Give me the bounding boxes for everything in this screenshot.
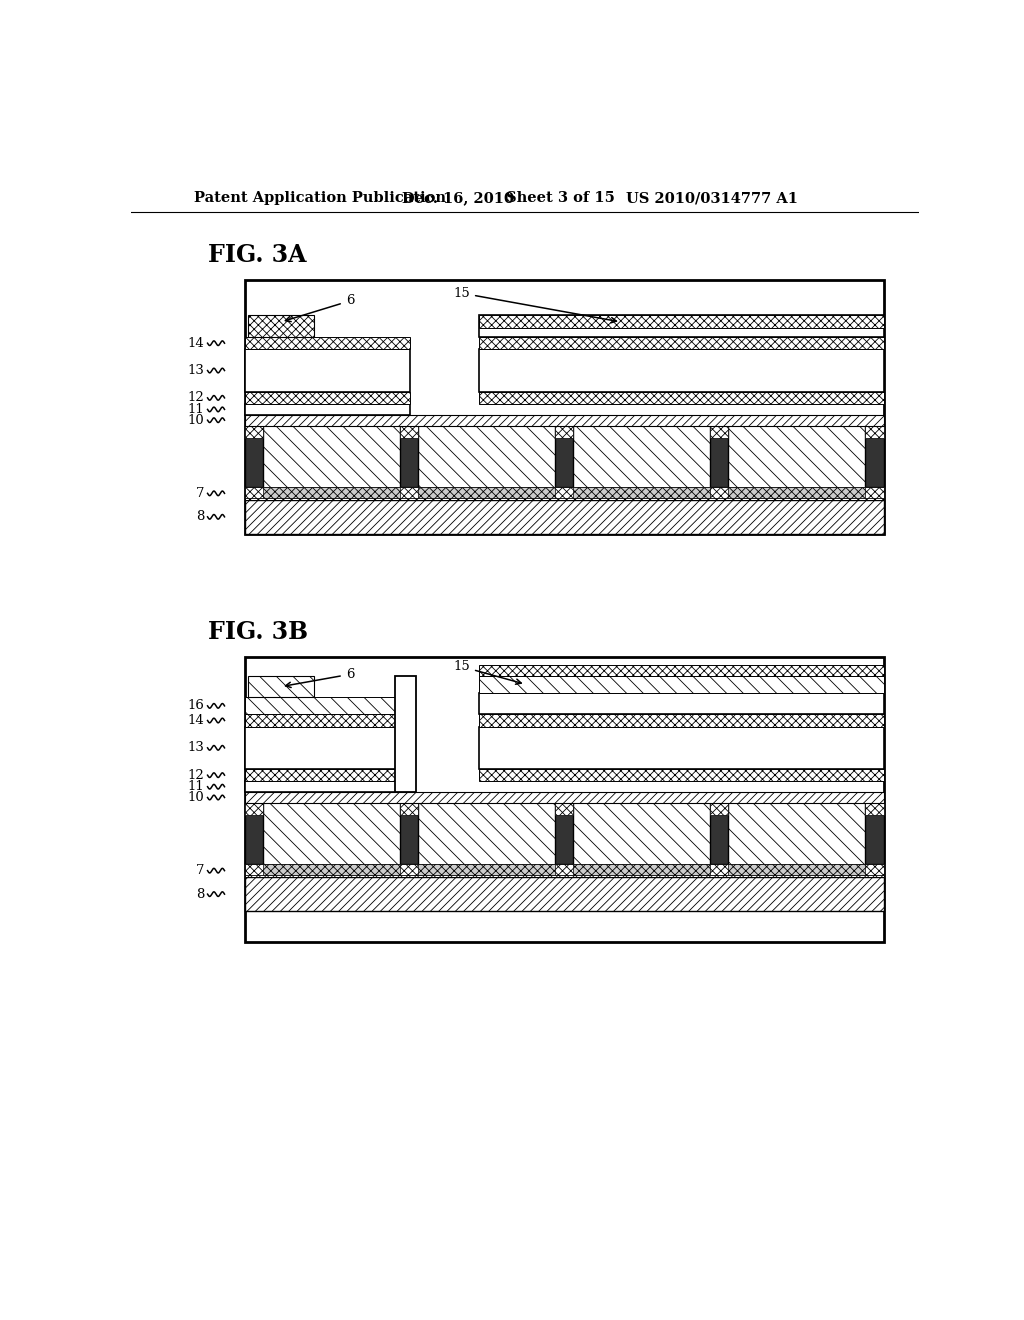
Bar [728,865,865,875]
Bar [399,425,418,438]
Bar [245,499,884,535]
Bar [479,392,884,404]
Bar [573,865,710,875]
Bar [245,865,884,875]
Bar [479,315,884,337]
Bar [263,487,399,498]
Bar [399,803,418,865]
Text: 10: 10 [187,413,205,426]
Text: FIG. 3B: FIG. 3B [208,620,307,644]
Bar [245,876,884,911]
Text: 7: 7 [196,865,205,878]
Bar [245,657,884,942]
Bar [479,693,884,714]
Bar [245,714,410,726]
Bar [479,726,884,770]
Bar [245,792,884,803]
Bar [555,803,573,865]
Text: 6: 6 [286,294,354,322]
Bar [555,425,573,487]
Text: 7: 7 [196,487,205,500]
Bar [245,803,263,816]
Text: 15: 15 [454,660,521,684]
Bar [245,726,410,770]
Bar [245,803,884,865]
Bar [710,803,728,816]
Bar [710,425,728,487]
Text: 8: 8 [197,887,205,900]
Bar [479,770,884,781]
Bar [245,865,884,876]
Text: Sheet 3 of 15: Sheet 3 of 15 [506,191,614,206]
Text: 16: 16 [187,700,205,713]
Bar [418,865,555,875]
Bar [394,676,416,792]
Bar [245,404,410,414]
Text: US 2010/0314777 A1: US 2010/0314777 A1 [626,191,798,206]
Bar [479,350,884,392]
Bar [555,803,573,816]
Text: 11: 11 [187,780,205,793]
Text: Dec. 16, 2010: Dec. 16, 2010 [401,191,514,206]
Bar [418,487,555,498]
Bar [573,487,710,498]
Bar [479,665,884,676]
Bar [245,425,884,487]
Bar [479,676,884,693]
Bar [865,425,884,438]
Text: 13: 13 [187,364,205,378]
Text: Patent Application Publication: Patent Application Publication [194,191,445,206]
Text: 14: 14 [187,337,205,350]
Bar [249,676,313,697]
Bar [245,414,884,425]
Text: 15: 15 [454,286,616,323]
Bar [245,697,410,714]
Bar [728,487,865,498]
Text: 10: 10 [187,791,205,804]
Bar [263,865,399,875]
Text: FIG. 3A: FIG. 3A [208,243,306,267]
Bar [865,803,884,816]
Bar [245,781,410,792]
Bar [245,425,263,438]
Text: 12: 12 [187,768,205,781]
Text: 6: 6 [286,668,354,688]
Bar [710,425,728,438]
Bar [245,425,263,487]
Bar [245,770,410,781]
Bar [710,803,728,865]
Text: 8: 8 [197,511,205,523]
Bar [245,350,410,392]
Text: 13: 13 [187,742,205,754]
Bar [555,425,573,438]
Text: 14: 14 [187,714,205,727]
Bar [245,337,410,350]
Bar [865,425,884,487]
Bar [245,487,884,499]
Bar [249,315,313,337]
Text: 12: 12 [187,391,205,404]
Text: 11: 11 [187,403,205,416]
Bar [865,803,884,865]
Bar [479,337,884,350]
Bar [245,487,884,498]
Bar [479,315,884,327]
Bar [399,803,418,816]
Bar [399,425,418,487]
Bar [479,714,884,726]
Bar [245,392,410,404]
Bar [245,280,884,535]
Bar [245,803,263,865]
